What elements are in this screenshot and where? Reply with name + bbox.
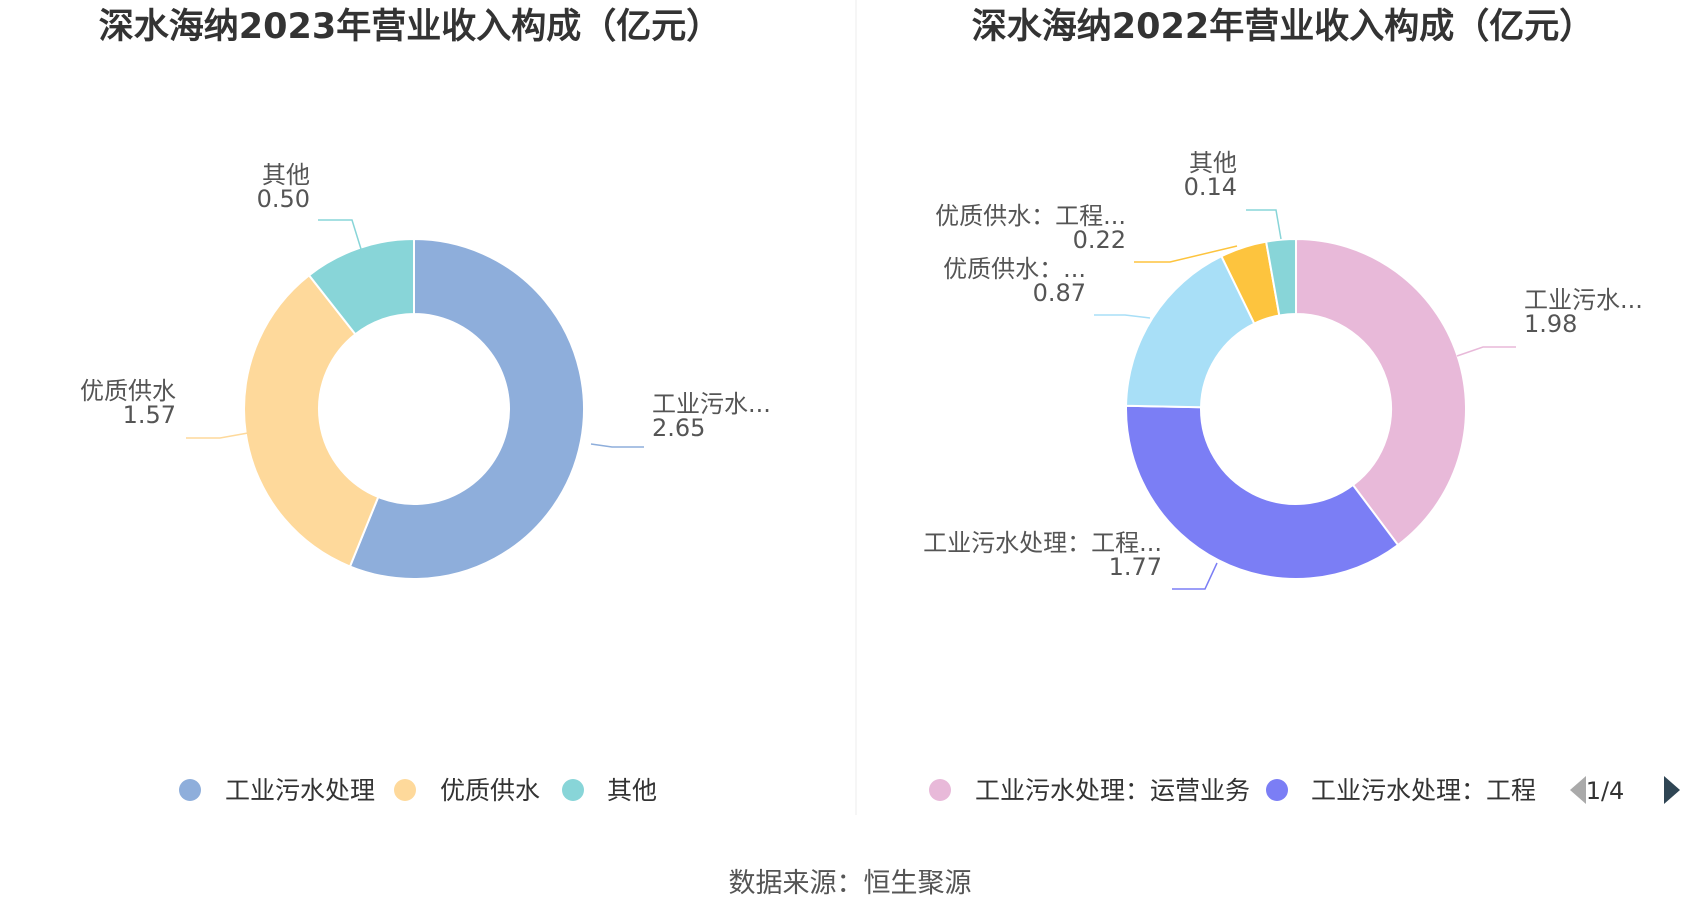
legend-item-industrial[interactable]: 工业污水处理 <box>179 776 375 805</box>
slice-name-label: 工业污水... <box>1524 286 1643 314</box>
slice-value-label: 0.22 <box>1073 226 1126 254</box>
legend-prev-arrow-icon[interactable] <box>1570 776 1586 804</box>
slice-value-label: 1.98 <box>1524 310 1577 338</box>
legend-item-industrial-engineering[interactable]: 工业污水处理：工程 <box>1266 776 1536 805</box>
legend-item-industrial-operation[interactable]: 工业污水处理：运营业务 <box>929 776 1250 805</box>
label-leader-line <box>1094 314 1151 319</box>
label-leader-line <box>1456 346 1516 357</box>
legend-2022: 工业污水处理：运营业务 工业污水处理：工程 1/4 <box>929 776 1680 805</box>
label-leader-line <box>1172 562 1218 590</box>
pie-slice-4[interactable] <box>1264 237 1297 317</box>
data-source: 数据来源：恒生聚源 <box>729 868 972 899</box>
legend-label: 工业污水处理：运营业务 <box>975 776 1250 805</box>
legend-marker <box>1266 779 1288 801</box>
slice-value-label: 1.77 <box>1109 553 1162 581</box>
chart-title-2022: 深水海纳2022年营业收入构成（亿元） <box>972 7 1594 47</box>
slice-name-label: 优质供水 <box>80 377 176 405</box>
donut-chart-2022 <box>1125 237 1467 580</box>
donut-chart-2023 <box>243 237 585 580</box>
slice-value-label: 0.14 <box>1184 173 1237 201</box>
legend-label: 优质供水 <box>440 776 540 805</box>
legend-marker <box>929 779 951 801</box>
legend-item-other[interactable]: 其他 <box>562 776 657 805</box>
label-leader-line <box>1134 245 1238 263</box>
legend-item-water-supply[interactable]: 优质供水 <box>394 776 540 805</box>
legend-marker <box>394 779 416 801</box>
legend-marker <box>179 779 201 801</box>
pie-slice-2[interactable] <box>307 237 415 336</box>
pie-slice-0[interactable] <box>1295 237 1467 547</box>
legend-page-indicator: 1/4 <box>1586 777 1625 805</box>
label-leader-line <box>318 219 362 250</box>
slice-value-label: 0.50 <box>257 185 310 213</box>
slice-name-label: 工业污水处理：工程... <box>923 529 1162 557</box>
label-leader-line <box>1246 209 1282 240</box>
slice-name-label: 优质供水：... <box>943 255 1086 283</box>
label-leader-line <box>590 443 644 448</box>
slice-value-label: 1.57 <box>123 401 176 429</box>
legend-marker <box>562 779 584 801</box>
pie-slice-0[interactable] <box>348 237 585 580</box>
slice-name-label: 优质供水：工程... <box>935 202 1126 230</box>
legend-next-arrow-icon[interactable] <box>1664 776 1680 804</box>
legend-label: 工业污水处理 <box>225 776 375 805</box>
slice-value-label: 2.65 <box>652 414 705 442</box>
slice-value-label: 0.87 <box>1033 279 1086 307</box>
slice-labels-2022: 工业污水...1.98 工业污水处理：工程...1.77 优质供水：...0.87 优… <box>923 149 1643 590</box>
legend-2023: 工业污水处理 优质供水 其他 <box>179 776 657 805</box>
slice-name-label: 其他 <box>1189 149 1237 177</box>
pie-slice-1[interactable] <box>243 273 380 568</box>
legend-label: 其他 <box>607 776 657 805</box>
legend-label: 工业污水处理：工程 <box>1311 776 1536 805</box>
pie-slice-1[interactable] <box>1125 404 1400 580</box>
pie-slice-2[interactable] <box>1125 254 1256 409</box>
slice-name-label: 其他 <box>262 161 310 189</box>
chart-title-2023: 深水海纳2023年营业收入构成（亿元） <box>99 7 721 47</box>
slice-name-label: 工业污水... <box>652 390 771 418</box>
label-leader-line <box>186 432 249 439</box>
